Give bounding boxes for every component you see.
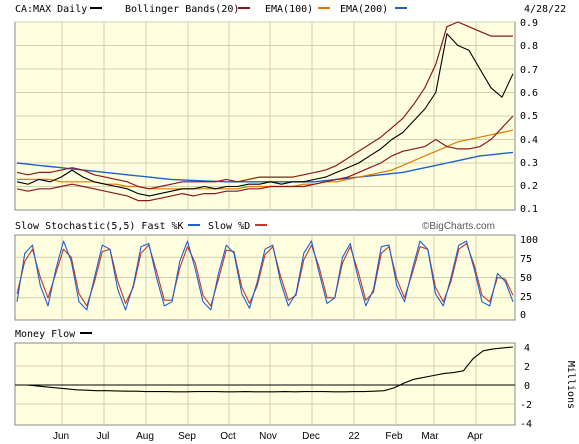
money-flow-legend: Money Flow <box>15 329 76 340</box>
bollinger-lower-line <box>16 115 514 202</box>
x-axis-month-label: Nov <box>259 431 277 442</box>
price-y-tick: 0.9 <box>520 18 538 29</box>
money-flow-y-tick: 0 <box>524 381 530 392</box>
x-axis-month-labels: Jun Jul Aug Sep Oct Nov Dec 22 Feb Mar Apr <box>53 431 484 442</box>
price-y-tick: 0.4 <box>520 135 538 146</box>
price-y-tick: 0.5 <box>520 111 538 122</box>
x-axis-month-label: Oct <box>220 431 236 442</box>
price-legend-ema100: EMA(100) <box>265 4 313 15</box>
price-line <box>16 33 514 197</box>
x-axis-month-label: Sep <box>178 431 196 442</box>
price-series <box>16 21 514 202</box>
price-y-tick: 0.1 <box>520 204 538 215</box>
money-flow-plot-area <box>14 342 516 426</box>
money-flow-y-tick: 4 <box>524 343 530 354</box>
stochastic-y-ticks: 100 75 50 25 0 <box>520 235 538 321</box>
x-axis-month-label: 22 <box>348 431 360 442</box>
price-y-tick: 0.3 <box>520 158 538 169</box>
price-y-tick: 0.2 <box>520 181 538 192</box>
fast-k-line <box>16 240 514 311</box>
price-legend-bollinger: Bollinger Bands(20) <box>125 4 239 15</box>
stochastic-legend-slowd: Slow %D <box>208 221 250 232</box>
money-flow-y-tick: -4 <box>520 419 532 430</box>
money-flow-line <box>17 346 514 393</box>
stochastic-y-tick: 100 <box>520 235 538 246</box>
x-axis-month-label: Mar <box>421 431 439 442</box>
bigcharts-credit: ©BigCharts.com <box>422 221 495 232</box>
money-flow-y-axis-label: Millions <box>565 361 576 409</box>
x-axis-month-label: Jul <box>97 431 110 442</box>
price-panel: CA:MAX Daily Bollinger Bands(20) EMA(100… <box>14 4 538 215</box>
price-y-tick: 0.8 <box>520 41 538 52</box>
stochastic-legend-fastk: Slow Stochastic(5,5) Fast %K <box>15 221 184 232</box>
stochastic-y-tick: 0 <box>520 310 526 321</box>
money-flow-y-tick: 2 <box>524 362 530 373</box>
stochastic-panel: Slow Stochastic(5,5) Fast %K Slow %D ©Bi… <box>14 221 538 321</box>
bollinger-upper-line <box>16 21 513 190</box>
stochastic-y-tick: 50 <box>520 273 532 284</box>
money-flow-y-ticks: 4 2 0 -2 -4 <box>520 343 532 430</box>
stochastic-series <box>16 240 514 311</box>
x-axis-month-label: Feb <box>385 431 403 442</box>
x-axis-month-label: Jun <box>53 431 69 442</box>
price-grid <box>15 21 515 210</box>
money-flow-y-tick: -2 <box>520 400 532 411</box>
x-axis-month-label: Apr <box>467 431 483 442</box>
price-legend-ticker: CA:MAX Daily <box>15 4 87 15</box>
money-flow-grid <box>15 343 515 425</box>
stochastic-y-tick: 75 <box>520 254 532 265</box>
chart-date: 4/28/22 <box>524 4 566 15</box>
x-axis-month-label: Dec <box>302 431 320 442</box>
stochastic-y-tick: 25 <box>520 292 532 303</box>
ema200-line <box>16 151 514 183</box>
money-flow-series <box>15 346 515 393</box>
price-y-tick: 0.6 <box>520 88 538 99</box>
price-y-tick: 0.7 <box>520 65 538 76</box>
price-legend-ema200: EMA(200) <box>340 4 388 15</box>
price-y-ticks: 0.9 0.8 0.7 0.6 0.5 0.4 0.3 0.2 0.1 <box>520 18 538 215</box>
x-axis-month-label: Aug <box>136 431 154 442</box>
money-flow-panel: Money Flow 4 2 0 -2 -4 Millions <box>14 329 576 430</box>
